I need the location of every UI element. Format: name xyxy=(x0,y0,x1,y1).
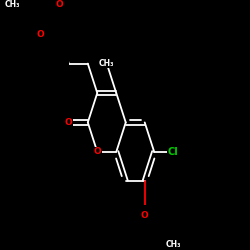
Text: O: O xyxy=(94,147,101,156)
Text: O: O xyxy=(141,211,148,220)
Text: CH₃: CH₃ xyxy=(99,59,114,68)
Text: CH₃: CH₃ xyxy=(4,0,20,9)
Text: O: O xyxy=(65,118,73,127)
Text: O: O xyxy=(56,0,63,9)
Text: Cl: Cl xyxy=(168,147,178,157)
Text: CH₃: CH₃ xyxy=(166,240,181,249)
Text: O: O xyxy=(36,30,44,39)
